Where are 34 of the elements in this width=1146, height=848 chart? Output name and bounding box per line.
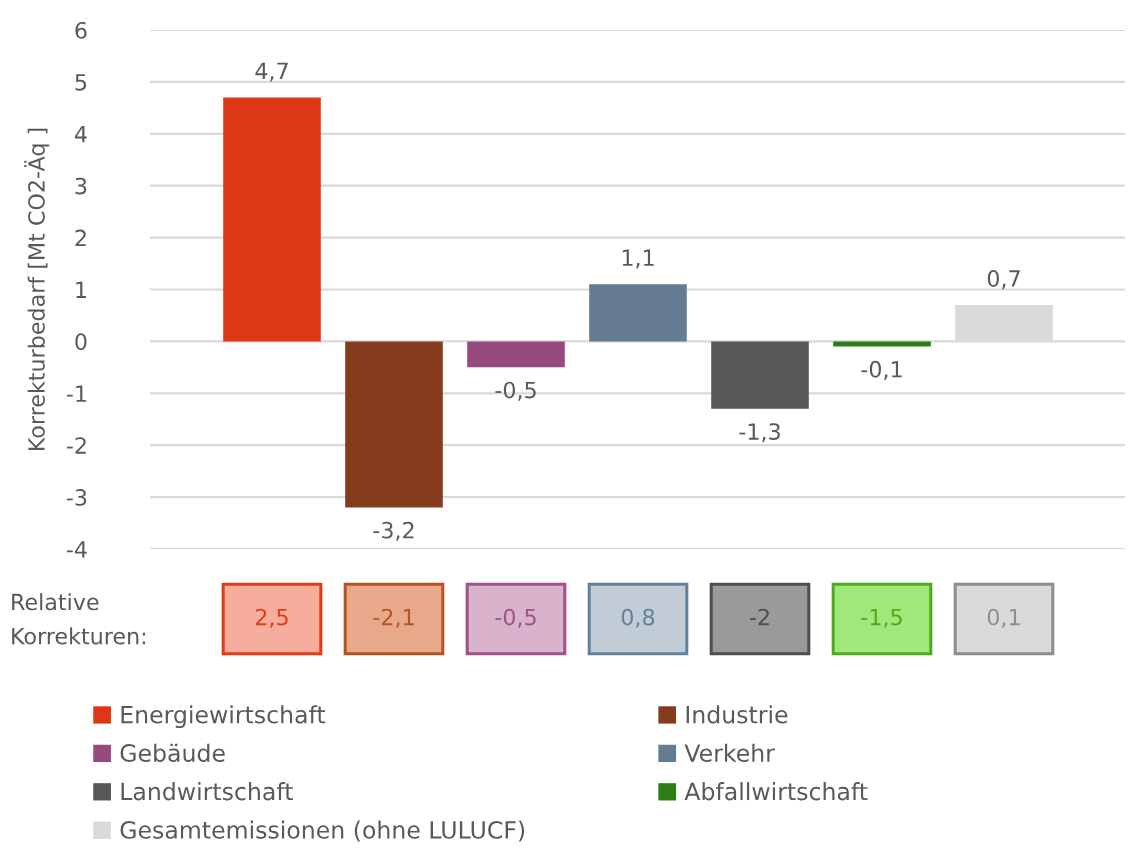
legend-label: Gesamtemissionen (ohne LULUCF) [120,820,525,842]
y-tick-label: 1 [76,281,86,298]
y-tick-label: 5 [75,74,87,91]
y-tick-label: -4 [66,541,87,558]
legend-label: Industrie [686,705,788,724]
text: 0,8 [621,608,655,628]
legend-label: Abfallwirtschaft [684,782,868,801]
data-label: -0,1 [861,360,902,380]
legend-label: Landwirtschaft [121,782,293,801]
legend-label: Verkehr [684,743,775,762]
text: Relative Korrekturen: [12,593,146,645]
y-tick-label: -1 [66,385,86,402]
text: -2 [750,608,769,626]
y-tick-label: 4 [74,126,87,143]
legend-label: Energiewirtschaft [121,705,326,729]
text: -0,5 [495,608,536,628]
data-label: 1,1 [622,249,654,269]
y-tick-label: 2 [75,229,86,247]
legend-label: Gebäude [120,743,225,762]
y-tick-label: -3 [66,489,87,506]
y-tick-label: 3 [75,177,87,195]
data-label: 0,7 [987,270,1020,290]
text: -2,1 [373,608,414,628]
text: -1,5 [861,608,902,628]
data-label: 4,7 [255,62,288,82]
y-tick-label: 0 [75,333,87,351]
y-axis-title: Korrekturbedarf [Mt CO2-Äq ] [24,128,50,451]
data-label: -0,5 [495,381,536,401]
y-tick-label: -2 [66,437,86,454]
y-tick-label: 6 [75,21,87,39]
data-label: -1,3 [739,423,780,443]
text: 0,1 [987,608,1020,628]
text: 2,5 [255,608,288,628]
data-label: -3,2 [373,521,414,541]
